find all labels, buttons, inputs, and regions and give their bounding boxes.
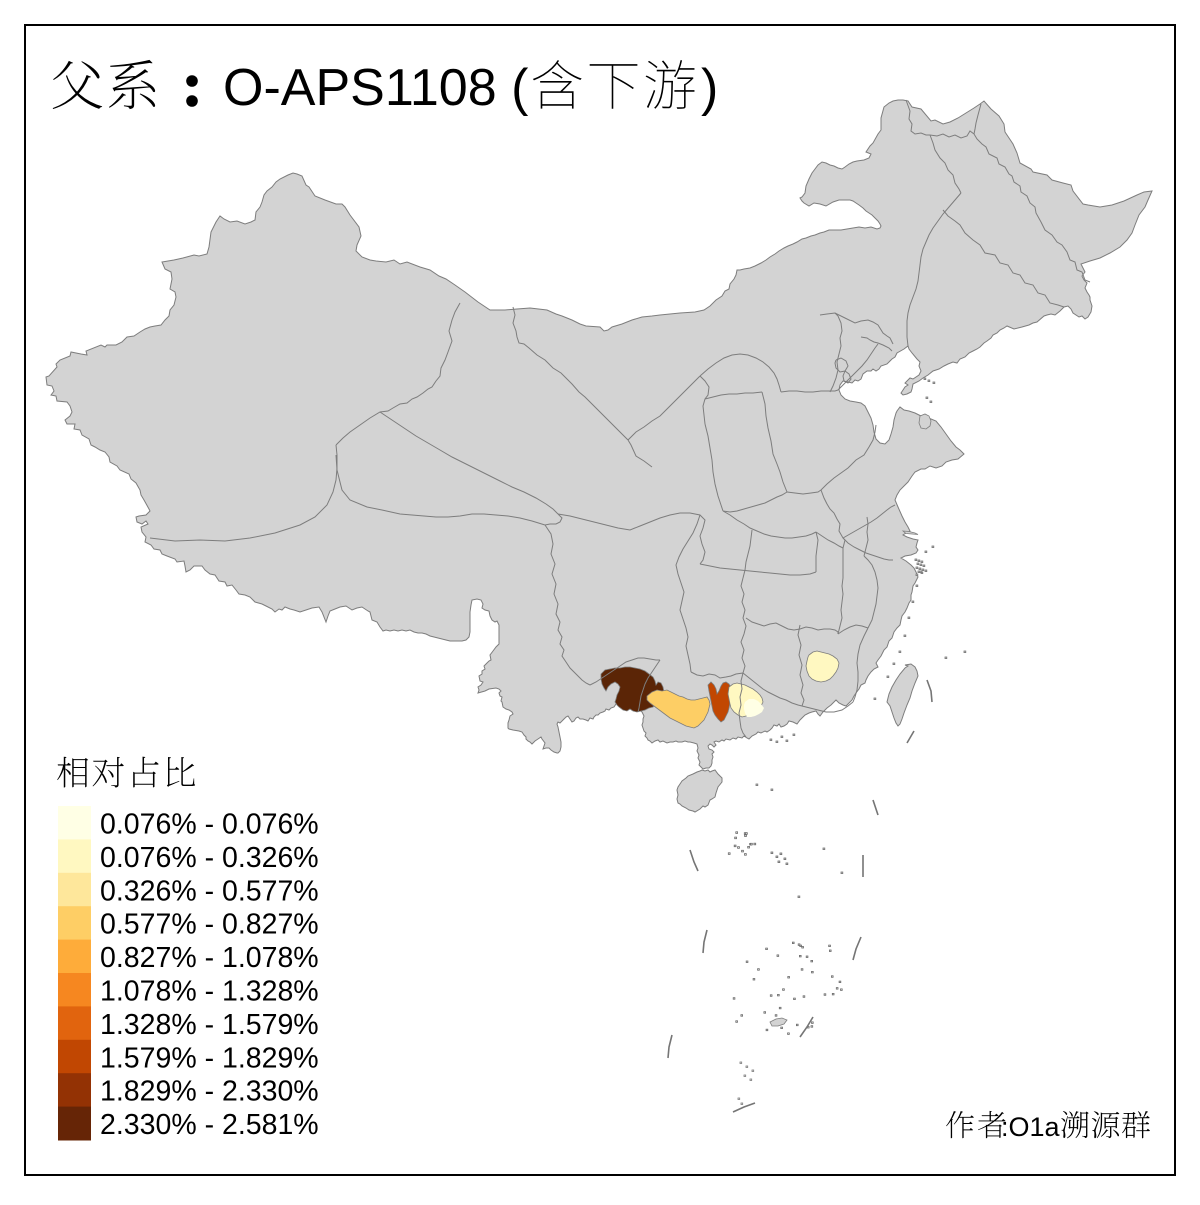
svg-text:1.328% - 1.579%: 1.328% - 1.579% [100,1009,319,1041]
svg-text:1.579% - 1.829%: 1.579% - 1.829% [100,1042,319,1074]
svg-text:1.829% - 2.330%: 1.829% - 2.330% [100,1076,319,1108]
svg-text:0.326% - 0.577%: 0.326% - 0.577% [100,875,319,907]
svg-text:): ) [701,59,718,117]
svg-text:0.076% - 0.076%: 0.076% - 0.076% [100,809,319,841]
svg-text:2.330% - 2.581%: 2.330% - 2.581% [100,1109,319,1141]
svg-text:O-APS1108 (: O-APS1108 ( [223,59,529,117]
svg-text:0.827% - 1.078%: 0.827% - 1.078% [100,942,319,974]
svg-text:0.577% - 0.827%: 0.577% - 0.827% [100,909,319,941]
svg-text::O1a: :O1a [1001,1112,1061,1142]
svg-text:1.078% - 1.328%: 1.078% - 1.328% [100,976,319,1008]
svg-text:0.076% - 0.326%: 0.076% - 0.326% [100,842,319,874]
